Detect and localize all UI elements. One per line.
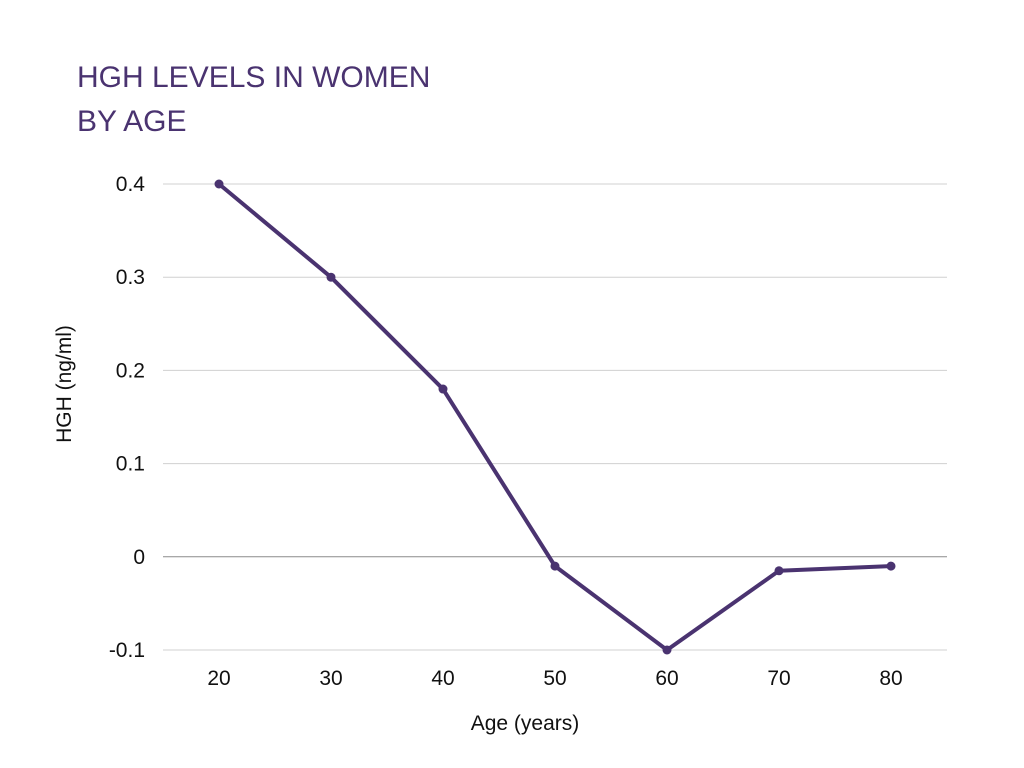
y-tick-label: 0.4 bbox=[116, 173, 146, 196]
series-line bbox=[217, 182, 893, 652]
data-point bbox=[774, 566, 784, 576]
data-point bbox=[438, 384, 448, 394]
data-point bbox=[886, 561, 896, 571]
data-point bbox=[662, 645, 672, 655]
x-tick-label: 80 bbox=[879, 667, 902, 690]
y-tick-label: 0.3 bbox=[116, 266, 145, 289]
y-tick-label: 0.2 bbox=[116, 359, 145, 382]
y-tick-label: 0 bbox=[133, 546, 145, 569]
data-point bbox=[214, 179, 224, 189]
x-axis-title: Age (years) bbox=[471, 712, 580, 735]
data-point bbox=[326, 272, 336, 282]
x-tick-label: 60 bbox=[655, 667, 678, 690]
y-tick-label: -0.1 bbox=[109, 639, 145, 662]
y-tick-labels: 0.4 0.3 0.2 0.1 0 -0.1 bbox=[109, 173, 145, 662]
x-tick-label: 30 bbox=[319, 667, 342, 690]
y-tick-label: 0.1 bbox=[116, 453, 145, 476]
x-tick-label: 50 bbox=[543, 667, 566, 690]
gridlines bbox=[163, 183, 947, 651]
x-tick-label: 20 bbox=[207, 667, 230, 690]
data-points bbox=[214, 179, 896, 655]
data-point bbox=[550, 561, 560, 571]
y-axis-title: HGH (ng/ml) bbox=[53, 325, 76, 443]
x-tick-label: 70 bbox=[767, 667, 790, 690]
x-tick-label: 40 bbox=[431, 667, 454, 690]
chart-title: HGH LEVELS IN WOMEN BY AGE bbox=[77, 56, 677, 144]
x-tick-labels: 20 30 40 50 60 70 80 bbox=[207, 667, 902, 690]
chart-title-line-1: HGH LEVELS IN WOMEN bbox=[77, 61, 431, 94]
chart-title-line-2: BY AGE bbox=[77, 105, 187, 138]
